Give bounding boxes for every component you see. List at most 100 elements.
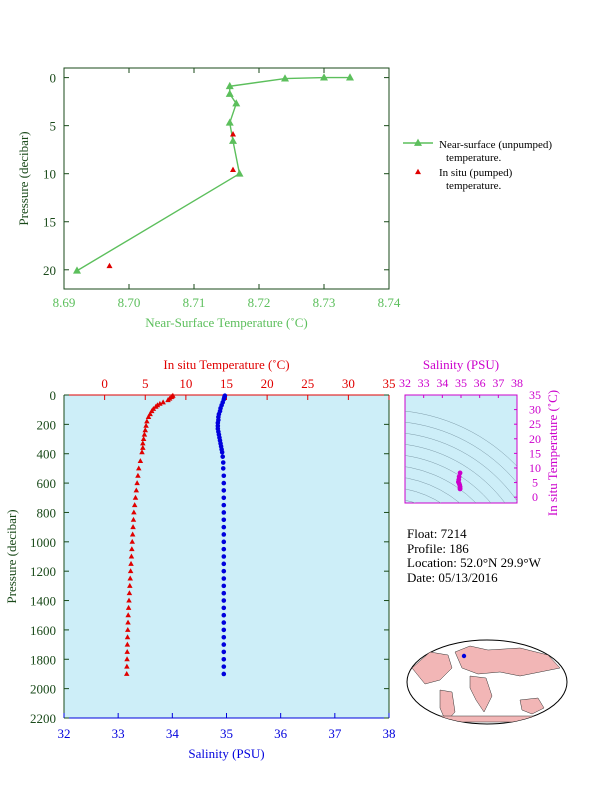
temperature-point (125, 604, 132, 610)
temperature-point (153, 403, 159, 409)
near-surface-point (235, 169, 244, 177)
salinity-point (221, 524, 227, 530)
salinity-point (221, 620, 227, 625)
y-tick-label: 20 (43, 263, 56, 278)
ts-y-tick-label: 20 (529, 432, 541, 446)
top-tick-label: 10 (179, 376, 192, 391)
salinity-point (221, 517, 227, 523)
temperature-point (144, 418, 150, 424)
salinity-point (221, 612, 227, 618)
insitu-pumped-point (230, 166, 236, 173)
salinity-point (221, 473, 227, 479)
top-tick-label: 0 (101, 376, 108, 391)
y-tick-label: 200 (37, 417, 57, 432)
salinity-point (221, 532, 227, 537)
legend-label-near-surface: Near-surface (unpumped) (439, 139, 552, 151)
y-tick-label: 2000 (30, 682, 56, 697)
y-tick-label: 5 (50, 119, 57, 134)
date: Date: 05/13/2016 (407, 569, 498, 585)
ts-y-tick-label: 25 (529, 417, 541, 431)
top-tick-label: 25 (301, 376, 314, 391)
temperature-point (124, 663, 130, 669)
salinity-point (221, 671, 227, 677)
float-id: Float: 7214 (407, 526, 467, 541)
salinity-point (221, 561, 227, 567)
salinity-point (221, 656, 227, 662)
ts-y-tick-label: 0 (532, 490, 538, 504)
ts-point (457, 486, 463, 492)
legend-marker-insitu (415, 168, 421, 175)
bottom-tick-label: 35 (220, 726, 233, 741)
ts-diagram: 32 33 34 35 36 37 38 Salinity (PSU) 051015202530… (399, 357, 560, 516)
temperature-point (127, 582, 133, 588)
float-info-block: Float: 7214 Profile: 186 Location: 52.0°… (407, 526, 541, 585)
map-land (411, 640, 561, 723)
temperature-point (124, 641, 131, 647)
salinity-point (220, 454, 226, 459)
ts-x-tick-label: 37 (492, 376, 504, 390)
y-tick-label: 1000 (30, 535, 56, 550)
salinity-point (221, 488, 227, 493)
temperature-point (145, 414, 152, 420)
near-surface-chart: 8.69 8.70 8.71 8.72 8.73 8.74 0 5 10 15 20 Near-Sur… (16, 67, 552, 330)
temperature-point (128, 553, 135, 559)
salinity-point (221, 590, 227, 596)
salinity-point (220, 466, 226, 471)
temperature-point (165, 397, 171, 403)
near-surface-point (225, 118, 234, 126)
bottom-tick-label: 33 (112, 726, 125, 741)
temperature-point (124, 656, 130, 662)
continent (454, 645, 561, 677)
temperature-point (142, 427, 148, 433)
ts-y-axis-label: In situ Temperature (˚C) (545, 390, 560, 516)
ts-x-tick-label: 38 (511, 376, 523, 390)
temperature-point (125, 626, 131, 632)
legend-label-insitu: In situ (pumped) (439, 167, 513, 179)
temperature-point (129, 546, 135, 552)
top-tick-label: 5 (142, 376, 149, 391)
legend-marker-near-surface (414, 138, 422, 146)
near-surface-point (281, 74, 289, 82)
temperature-point (143, 422, 149, 428)
temperature-point (124, 648, 130, 654)
temperature-point (133, 487, 140, 493)
bottom-tick-label: 37 (328, 726, 342, 741)
salinity-point (221, 480, 227, 486)
ts-y-tick-label: 15 (529, 446, 541, 460)
salinity-point (221, 576, 227, 581)
temperature-point (132, 494, 139, 500)
top-tick-label: 35 (383, 376, 396, 391)
top-tick-label: 30 (342, 376, 355, 391)
insitu-pumped-point (230, 131, 236, 137)
x-tick-label: 8.71 (183, 295, 206, 310)
temperature-point (139, 449, 145, 455)
y-axis-label: Pressure (decibar) (4, 509, 19, 603)
continent (417, 640, 439, 651)
salinity-point (221, 598, 227, 603)
salinity-point (221, 495, 227, 501)
float-location-marker (461, 653, 467, 659)
top-axis-label: In situ Temperature (˚C) (163, 357, 289, 372)
temperature-point (124, 634, 131, 640)
temperature-point (130, 516, 137, 522)
y-tick-label: 2200 (30, 711, 56, 726)
salinity-point (221, 634, 227, 640)
temperature-point (160, 399, 166, 405)
temperature-point (125, 619, 131, 625)
legend-label-near-surface-2: temperature. (446, 152, 502, 164)
salinity-point (221, 627, 227, 633)
bottom-tick-label: 38 (383, 726, 396, 741)
x-tick-label: 8.69 (53, 295, 76, 310)
near-surface-point (229, 136, 237, 144)
y-tick-label: 400 (37, 447, 57, 462)
temperature-point (140, 436, 147, 442)
ts-x-tick-label: 33 (418, 376, 430, 390)
ts-x-tick-label: 35 (455, 376, 467, 390)
near-surface-point (320, 73, 328, 81)
salinity-point (221, 554, 227, 559)
near-surface-line (76, 76, 350, 272)
y-tick-label: 15 (43, 215, 56, 230)
x-tick-label: 8.73 (313, 295, 336, 310)
salinity-point (221, 649, 227, 655)
y-tick-label: 0 (50, 388, 57, 403)
